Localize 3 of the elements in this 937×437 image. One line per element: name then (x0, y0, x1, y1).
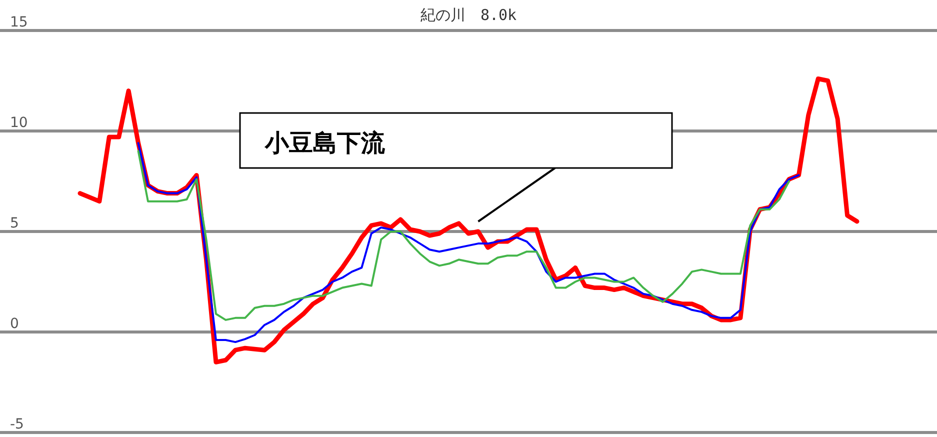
title: 紀の川 8.0k (420, 6, 517, 24)
annotation: 小豆島下流 (264, 129, 386, 157)
annotation: 小豆島下流 (239, 112, 673, 222)
